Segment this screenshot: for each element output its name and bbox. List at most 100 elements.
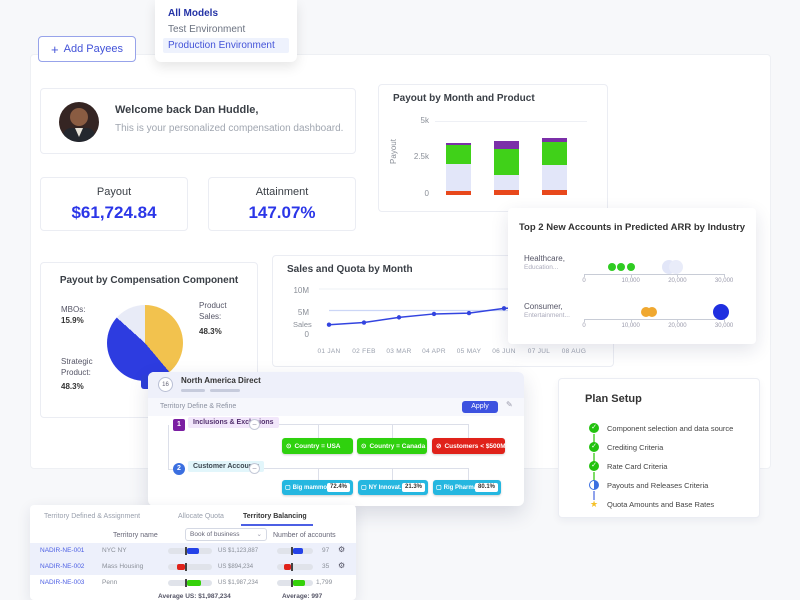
book-value-cell: US $1,987,234 — [218, 580, 259, 586]
average-value-footer: Average US: $1,987,234 — [158, 593, 231, 600]
pie-label-value: 48.3% — [61, 381, 84, 391]
data-point — [608, 263, 616, 271]
collapse-toggle-icon[interactable]: − — [249, 419, 260, 430]
territory-id-link[interactable]: NADIR-NE-001 — [40, 547, 85, 554]
account-value-chip: 80.1% — [474, 483, 498, 492]
axis-tick-label: 30,000 — [714, 323, 734, 329]
territory-id-link[interactable]: NADIR-NE-002 — [40, 563, 85, 570]
account-count-cell: 35 — [322, 563, 330, 570]
menu-item-test-environment[interactable]: Test Environment — [168, 24, 246, 35]
column-header-accounts: Number of accounts — [273, 532, 336, 539]
plan-step[interactable]: Payouts and Releases Criteria — [559, 480, 759, 492]
gear-icon[interactable]: ⚙ — [338, 561, 346, 570]
data-point — [626, 263, 635, 271]
top-accounts-card: Top 2 New Accounts in Predicted ARR by I… — [508, 208, 756, 344]
axis-tick — [631, 274, 632, 277]
book-of-business-value: Book of business — [190, 531, 240, 538]
territory-table-card: Territory Defined & Assignment Allocate … — [30, 505, 356, 600]
bar-segment-green — [446, 145, 471, 164]
y-tick: 5M — [297, 308, 309, 317]
customer-accounts-label[interactable]: Customer Accounts — [188, 461, 265, 472]
welcome-title: Welcome back Dan Huddle, — [115, 104, 259, 116]
axis-tick — [724, 274, 725, 277]
connector — [318, 424, 319, 438]
axis-tick — [724, 319, 725, 322]
gear-icon[interactable]: ⚙ — [338, 545, 346, 554]
plan-step[interactable]: ✓ Crediting Criteria — [559, 442, 759, 454]
x-tick-label: 08 AUG — [561, 348, 587, 355]
x-axis — [584, 319, 725, 320]
attainment-kpi-card: Attainment 147.07% — [208, 177, 356, 231]
menu-item-production-environment[interactable]: Production Environment — [163, 38, 289, 53]
plan-step[interactable]: ★ Quota Amounts and Base Rates — [559, 499, 759, 511]
add-payees-button[interactable]: + Add Payees — [38, 36, 136, 62]
account-box[interactable]: ▢ Rig Pharma 80.1% — [433, 480, 501, 495]
inclusions-exclusions-label[interactable]: Inclusions & Exclusions — [188, 417, 279, 428]
benchmark-marker — [185, 579, 187, 587]
tab-allocate-quota[interactable]: Allocate Quota — [178, 513, 224, 520]
balance-bar — [277, 579, 313, 587]
tab-territory-defined[interactable]: Territory Defined & Assignment — [44, 513, 141, 520]
check-icon: ✓ — [589, 461, 599, 471]
axis-tick — [584, 319, 585, 322]
connector — [260, 424, 468, 425]
account-box[interactable]: ▢ NY Innovat... 21.3% — [358, 480, 428, 495]
benchmark-marker — [185, 547, 187, 555]
edit-icon[interactable]: ✎ — [506, 400, 513, 409]
x-tick-label: 03 MAR — [386, 348, 412, 355]
user-avatar[interactable] — [59, 102, 99, 142]
collapse-toggle-icon[interactable]: − — [249, 463, 260, 474]
apply-button[interactable]: Apply — [462, 401, 498, 413]
axis-tick-label: 20,000 — [668, 323, 687, 329]
x-tick-label: 06 JUN — [492, 348, 516, 355]
table-row[interactable]: NADIR-NE-001 NYC NY US $1,123,887 97 ⚙ — [30, 543, 356, 559]
rule-box[interactable]: ⊙ Country = Canada — [357, 438, 427, 454]
balance-bar — [168, 563, 212, 571]
account-value-chip: 72.4% — [326, 483, 350, 492]
row-label: Consumer, — [524, 302, 563, 311]
axis-tick-label: 0 — [582, 323, 586, 329]
territory-panel-subheader — [148, 398, 524, 416]
row-label-healthcare: Healthcare, Education... — [524, 254, 565, 273]
chart-title: Payout by Month and Product — [393, 93, 535, 104]
rule-box[interactable]: ⊘ Customers < $500M — [432, 438, 506, 454]
book-value-cell: US $1,123,887 — [218, 548, 259, 554]
connector — [468, 468, 469, 480]
data-point — [640, 307, 651, 317]
plan-setup-card: Plan Setup ✓ Component selection and data… — [558, 378, 760, 518]
add-payees-label: Add Payees — [63, 43, 123, 55]
table-row[interactable]: NADIR-NE-002 Mass Housing US $894,234 35 ⚙ — [30, 559, 356, 575]
pie-label-mbos: MBOs: 15.9% — [61, 305, 85, 327]
avatar-shirt — [75, 128, 83, 137]
axis-tick-label: 20,000 — [668, 278, 687, 284]
territory-id-link[interactable]: NADIR-NE-003 — [40, 579, 85, 586]
table-row[interactable]: NADIR-NE-003 Penn US $1,987,234 1,799 — [30, 575, 356, 591]
benchmark-marker — [291, 547, 293, 555]
row-label-consumer: Consumer, Entertainment... — [524, 302, 570, 321]
account-icon: ▢ — [436, 485, 442, 491]
account-label-group: ▢ Rig Pharma — [436, 484, 475, 492]
plan-step-label: Crediting Criteria — [607, 443, 664, 452]
plan-step[interactable]: ✓ Component selection and data source — [559, 423, 759, 435]
welcome-subtitle: This is your personalized compensation d… — [115, 123, 344, 134]
bar-segment-lavender — [494, 175, 519, 190]
attainment-kpi-value: 147.07% — [248, 203, 316, 222]
rule-icon: ⊙ — [361, 443, 367, 450]
territory-name-cell: Penn — [102, 579, 118, 586]
plan-step-label: Rate Card Criteria — [607, 462, 668, 471]
book-of-business-select[interactable]: ⌄ Book of business — [185, 528, 267, 541]
bar-segment-purple — [446, 143, 471, 146]
menu-item-all-models[interactable]: All Models — [168, 8, 219, 19]
account-label: NY Innovat... — [368, 484, 402, 491]
pie-label-text: MBOs: — [61, 305, 86, 314]
payout-kpi-value: $61,724.84 — [71, 203, 157, 222]
account-count-cell: 97 — [322, 547, 330, 554]
step-connector — [593, 453, 595, 462]
plan-step[interactable]: ✓ Rate Card Criteria — [559, 461, 759, 473]
pie-chart[interactable] — [107, 305, 183, 381]
step-badge-1: 1 — [173, 419, 185, 431]
rule-box[interactable]: ⊙ Country = USA — [282, 438, 353, 454]
account-box[interactable]: ▢Big mammot...72.4% — [282, 480, 353, 495]
tab-territory-balancing[interactable]: Territory Balancing — [243, 513, 307, 520]
